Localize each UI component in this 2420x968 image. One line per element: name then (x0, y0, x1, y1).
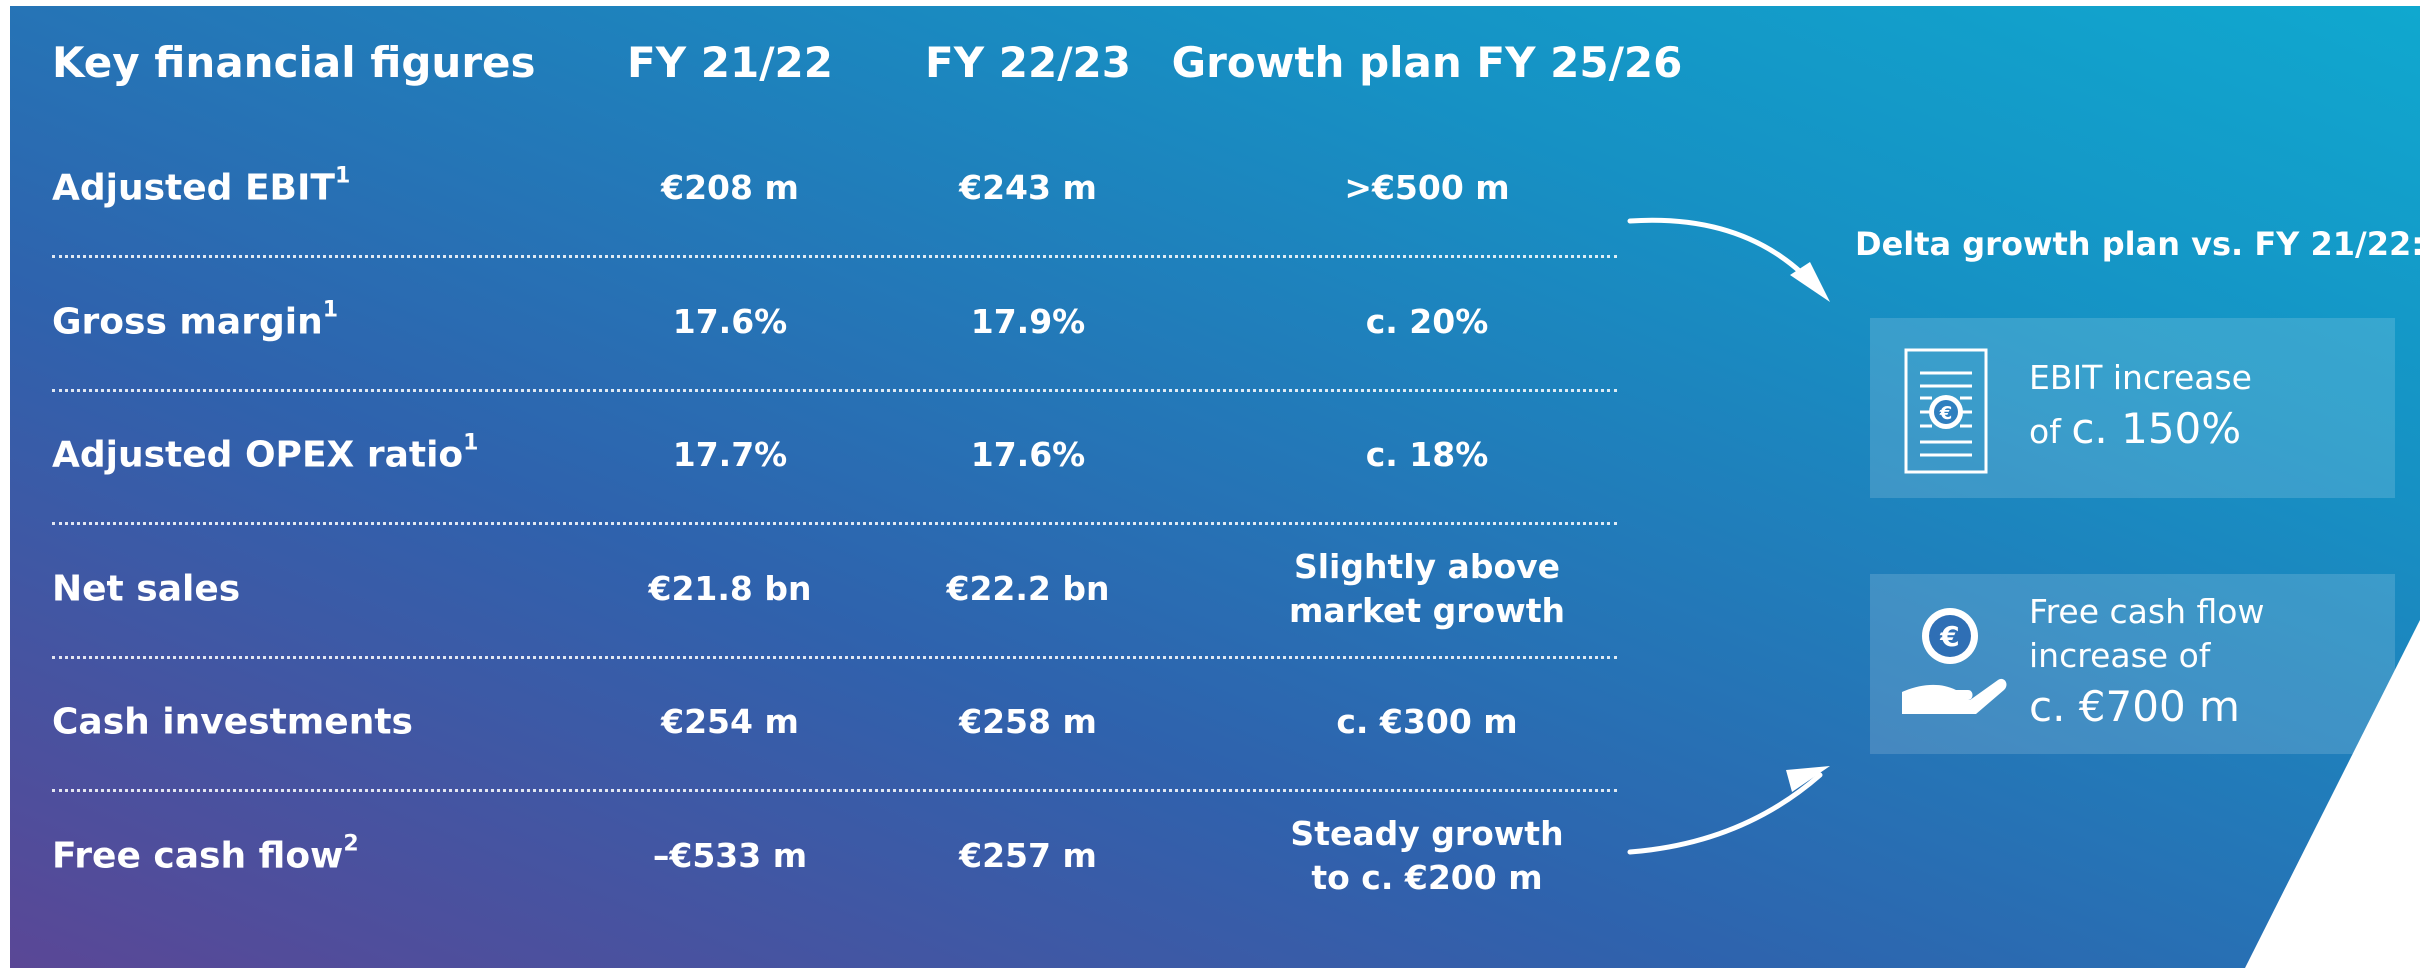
card-text: EBIT increase (2029, 358, 2252, 397)
cell: Slightly above market growth (1289, 545, 1565, 633)
cell: c. 20% (1365, 302, 1489, 341)
row-label: Cash investments (52, 702, 413, 743)
cell: €243 m (959, 168, 1097, 207)
cell: c. €300 m (1336, 702, 1518, 741)
cell-line: market growth (1289, 591, 1565, 630)
footnote-mark: 1 (463, 430, 479, 456)
card-highlight: c. €700 m (2029, 682, 2240, 731)
document-icon: € (1904, 348, 1988, 474)
row-label: Adjusted OPEX ratio1 (52, 431, 478, 476)
column-header: FY 21/22 (627, 38, 833, 87)
row-label: Adjusted EBIT1 (52, 164, 350, 209)
header-title: Key financial figures (52, 38, 536, 87)
side-title: Delta growth plan vs. FY 21/22: (1855, 225, 2420, 263)
card: € EBIT increase of c. 150% (1870, 318, 2395, 498)
footnote-mark: 1 (334, 163, 351, 189)
cell: €22.2 bn (946, 569, 1110, 608)
row-divider (52, 656, 1617, 659)
column-header: FY 22/23 (925, 38, 1131, 87)
cell-line: Steady growth (1290, 814, 1564, 853)
cell: €257 m (959, 836, 1097, 875)
card-text: of (2029, 412, 2061, 451)
cell: 17.7% (672, 435, 788, 474)
cell: €21.8 bn (648, 569, 812, 608)
row-label-text: Free cash flow (52, 835, 344, 877)
row-label-text: Adjusted EBIT (52, 167, 335, 209)
row-label-text: Cash investments (52, 701, 413, 743)
cell: >€500 m (1344, 168, 1510, 207)
cell: c. 18% (1365, 435, 1489, 474)
cell: 17.6% (970, 435, 1086, 474)
row-label: Free cash flow2 (52, 832, 359, 877)
row-label: Gross margin1 (52, 298, 338, 343)
row-label-text: Net sales (52, 568, 241, 610)
svg-text:€: € (1939, 403, 1953, 424)
row-divider (52, 522, 1617, 525)
row-label-text: Gross margin (52, 301, 323, 343)
row-divider (52, 789, 1617, 792)
svg-text:€: € (1939, 620, 1959, 653)
row-label: Net sales (52, 569, 240, 610)
cell: Steady growth to c. €200 m (1290, 812, 1563, 900)
cell: €258 m (959, 702, 1097, 741)
cell-line: to c. €200 m (1311, 858, 1543, 897)
cell: 17.9% (970, 302, 1086, 341)
card-highlight: c. 150% (2071, 404, 2242, 453)
column-header: Growth plan FY 25/26 (1171, 38, 1683, 87)
hand-coin-icon: € (1902, 608, 2007, 714)
cell-line: Slightly above (1293, 547, 1561, 586)
card-text: increase of (2029, 636, 2211, 675)
cell: 17.6% (672, 302, 788, 341)
cell: €208 m (661, 168, 799, 207)
row-label-text: Adjusted OPEX ratio (52, 434, 464, 476)
cell: €254 m (661, 702, 799, 741)
footnote-mark: 2 (343, 831, 359, 857)
cell: –€533 m (652, 836, 808, 875)
card-text: Free cash flow (2029, 592, 2265, 631)
footnote-mark: 1 (322, 297, 339, 323)
row-divider (52, 389, 1617, 392)
row-divider (52, 255, 1617, 258)
card: € Free cash flow increase of c. €700 m (1870, 574, 2395, 754)
